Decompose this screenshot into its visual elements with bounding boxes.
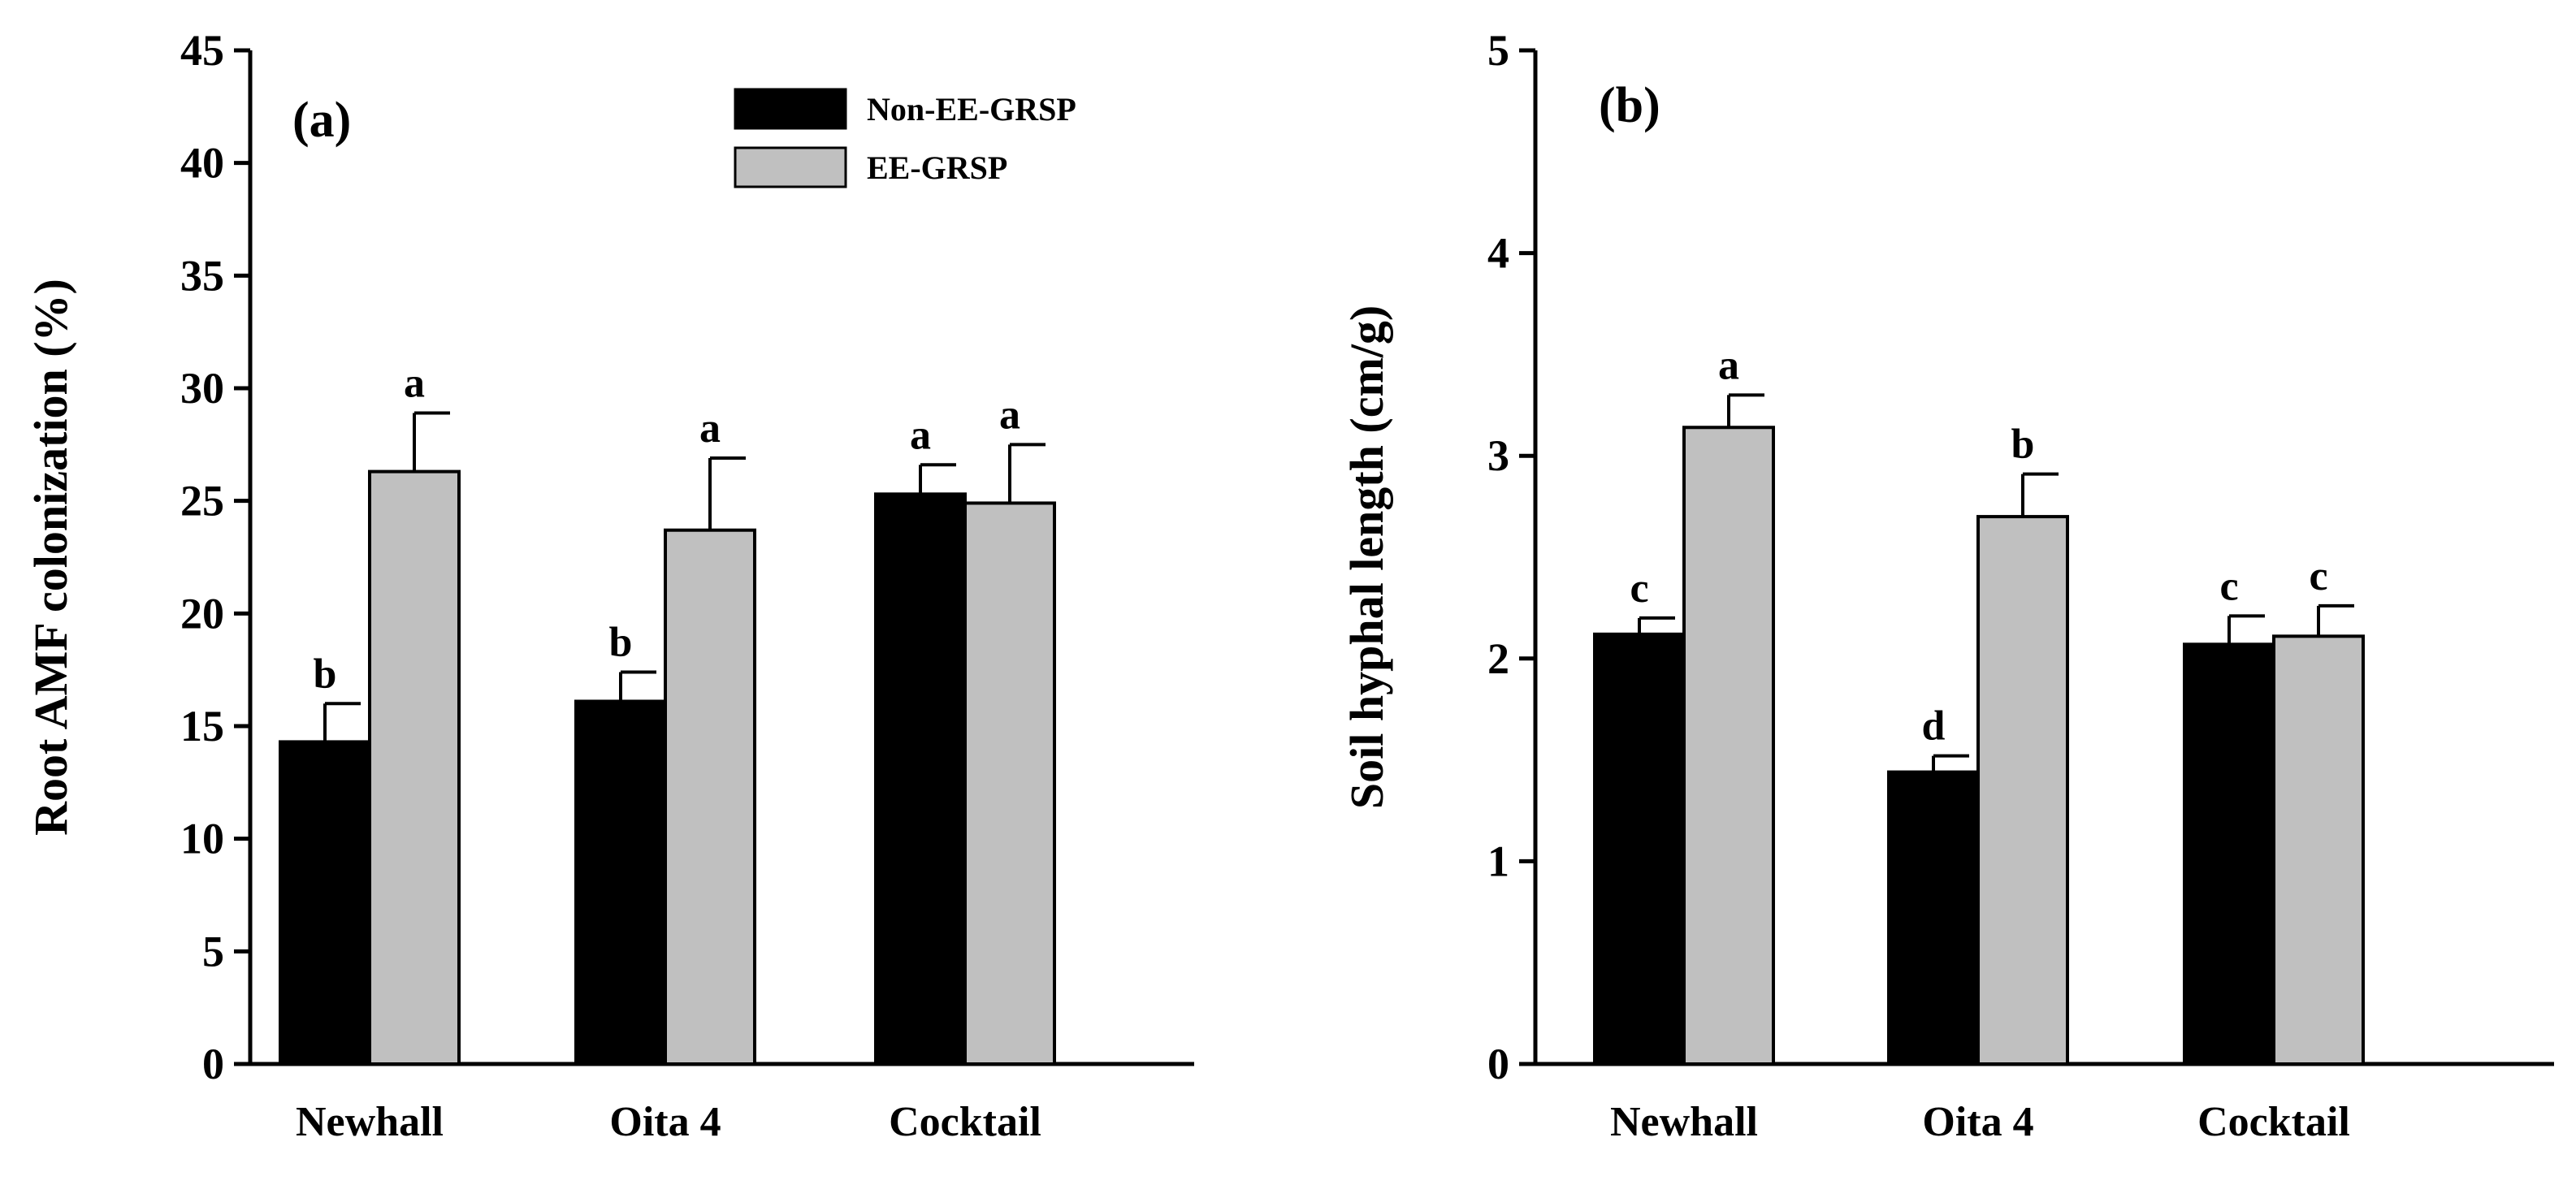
significance-letter: c <box>2309 553 2327 599</box>
y-tick-label: 30 <box>180 364 224 413</box>
y-tick-label: 3 <box>1487 431 1509 480</box>
y-tick-label: 20 <box>180 589 224 638</box>
significance-letter: b <box>314 651 337 697</box>
significance-letter: a <box>699 405 721 452</box>
legend-swatch-non-ee-grsp <box>734 88 847 130</box>
significance-letter: d <box>1922 703 1946 750</box>
y-tick-label: 1 <box>1487 837 1509 885</box>
panel-b-label: (b) <box>1599 78 1660 133</box>
legend: Non-EE-GRSP EE-GRSP <box>734 88 1076 188</box>
x-category-label: Newhall <box>296 1099 444 1145</box>
significance-letter: a <box>910 412 931 458</box>
significance-letter: a <box>1718 342 1739 388</box>
bar <box>963 501 1056 1066</box>
legend-label-ee-grsp: EE-GRSP <box>867 149 1007 186</box>
legend-swatch-ee-grsp <box>734 146 847 188</box>
significance-letter: a <box>404 361 425 407</box>
y-tick-label: 0 <box>202 1040 224 1088</box>
x-category-label: Oita 4 <box>1922 1099 2033 1145</box>
significance-letter: c <box>1630 565 1648 612</box>
y-tick-label: 4 <box>1487 229 1509 278</box>
panel-a-label: (a) <box>292 93 351 148</box>
panel-a-category-labels: Newhall Oita 4 Cocktail <box>296 1099 1041 1145</box>
y-tick-label: 10 <box>180 815 224 863</box>
bar <box>279 740 371 1066</box>
x-category-label: Newhall <box>1610 1099 1758 1145</box>
y-tick-label: 40 <box>180 139 224 188</box>
bar <box>1887 770 1980 1066</box>
y-tick-label: 5 <box>1487 26 1509 75</box>
bar <box>2183 642 2275 1066</box>
panel-a-y-axis-title: Root AMF colonization (%) <box>24 279 77 836</box>
x-category-label: Oita 4 <box>609 1099 721 1145</box>
y-tick-label: 5 <box>202 927 224 975</box>
legend-label-non-ee-grsp: Non-EE-GRSP <box>867 91 1076 128</box>
bar <box>574 699 667 1066</box>
significance-letter: a <box>999 391 1020 438</box>
y-tick-label: 0 <box>1487 1040 1509 1088</box>
panel-b-category-labels: Newhall Oita 4 Cocktail <box>1610 1099 2350 1145</box>
significance-letter: b <box>2011 422 2035 468</box>
y-tick-label: 15 <box>180 702 224 750</box>
bar <box>1682 426 1775 1066</box>
bar <box>664 528 756 1066</box>
bar <box>2272 634 2365 1066</box>
bar <box>874 492 967 1066</box>
y-tick-label: 45 <box>180 26 224 75</box>
significance-letter: b <box>609 619 633 665</box>
panel-a-bars: b a b a a a <box>279 361 1056 1066</box>
y-tick-label: 25 <box>180 477 224 525</box>
panel-b-y-axis-title: Soil hyphal length (cm/g) <box>1340 305 1393 809</box>
bar <box>1593 632 1686 1066</box>
y-tick-label: 2 <box>1487 634 1509 683</box>
bar <box>368 469 461 1066</box>
panel-b-bars: c a d b c c <box>1593 342 2365 1066</box>
x-category-label: Cocktail <box>889 1099 1041 1145</box>
x-category-label: Cocktail <box>2197 1099 2350 1145</box>
significance-letter: c <box>2219 563 2238 609</box>
chart-panel-a: 0 5 10 15 20 25 30 35 40 45 b a b a a a Newhall Oita 4 C… <box>24 26 1194 1145</box>
y-tick-label: 35 <box>180 251 224 300</box>
panel-b-y-ticks: 0 1 2 3 4 5 <box>1487 26 1535 1088</box>
panel-a-y-ticks: 0 5 10 15 20 25 30 35 40 45 <box>180 26 250 1088</box>
bar <box>1976 515 2069 1066</box>
